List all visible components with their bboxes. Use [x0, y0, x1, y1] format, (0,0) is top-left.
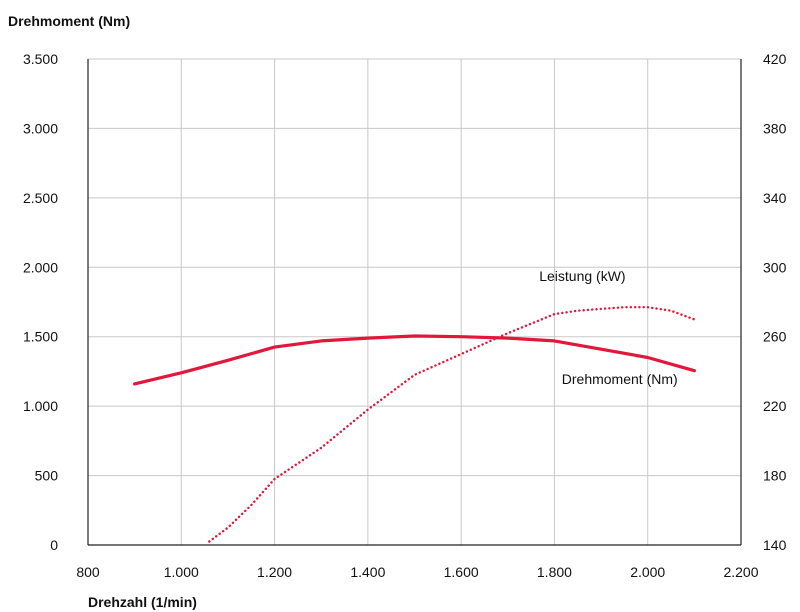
y-left-tick-label: 0 — [50, 537, 58, 553]
torque-series-label: Drehmoment (Nm) — [562, 371, 678, 387]
x-tick-label: 1.200 — [257, 564, 292, 580]
power-series-line — [208, 306, 696, 543]
x-tick-label: 2.000 — [630, 564, 665, 580]
series-labels: Drehmoment (Nm) Leistung (kW) — [539, 268, 677, 387]
y-right-tick-label: 420 — [763, 51, 787, 67]
x-axis-title: Drehzahl (1/min) — [88, 594, 197, 610]
series-lines — [133, 306, 697, 543]
y-left-tick-label: 1.500 — [23, 329, 58, 345]
y-right-tick-label: 180 — [763, 468, 787, 484]
y-axis-title: Drehmoment (Nm) — [8, 13, 130, 29]
y-right-tick-label: 220 — [763, 398, 787, 414]
grid — [87, 58, 742, 546]
y-right-tick-label: 300 — [763, 259, 787, 275]
x-tick-label: 1.600 — [444, 564, 479, 580]
axes — [87, 59, 742, 546]
y-left-tick-label: 1.000 — [23, 398, 58, 414]
y-right-tick-label: 380 — [763, 120, 787, 136]
x-tick-label: 800 — [76, 564, 100, 580]
power-series-label: Leistung (kW) — [539, 268, 625, 284]
y-left-tick-label: 3.000 — [23, 120, 58, 136]
x-tick-label: 1.400 — [350, 564, 385, 580]
y-left-tick-label: 500 — [35, 468, 59, 484]
x-tick-label: 1.000 — [164, 564, 199, 580]
y-right-tick-label: 140 — [763, 537, 787, 553]
y-left-tick-label: 2.000 — [23, 259, 58, 275]
x-tick-label: 2.200 — [723, 564, 758, 580]
torque-series-line — [133, 334, 697, 386]
y-left-tick-label: 2.500 — [23, 190, 58, 206]
x-tick-label: 1.800 — [537, 564, 572, 580]
tick-labels: 800 1.000 1.200 1.400 1.600 1.800 2.000 2.200 0 5… — [23, 51, 787, 580]
y-right-tick-label: 340 — [763, 190, 787, 206]
y-left-tick-label: 3.500 — [23, 51, 58, 67]
y-right-tick-label: 260 — [763, 329, 787, 345]
